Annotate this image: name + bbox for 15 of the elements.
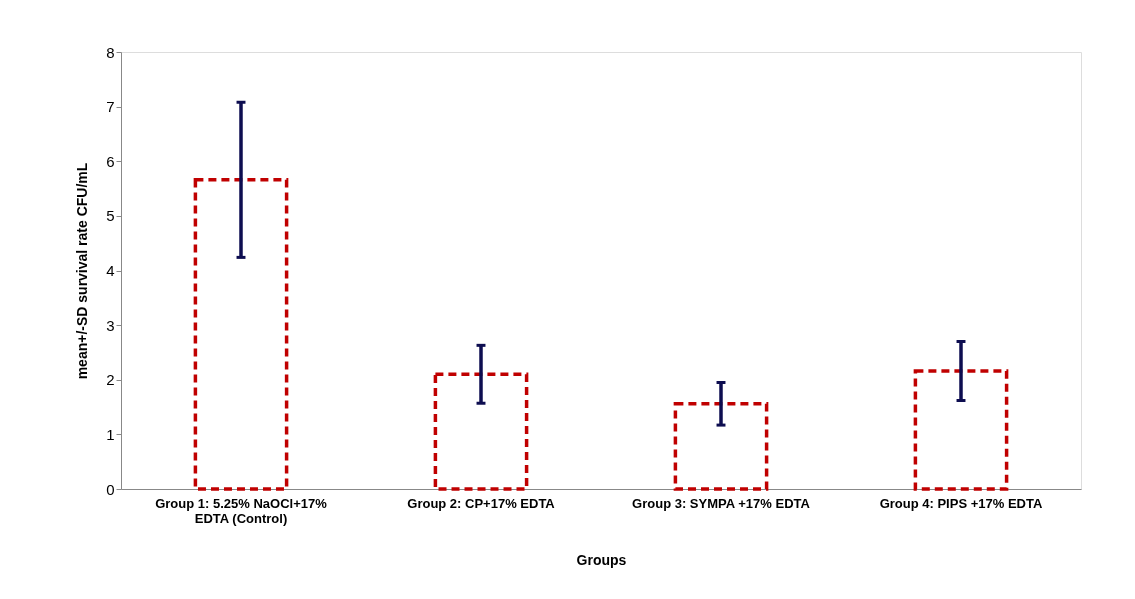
y-tick-label: 7 (106, 98, 115, 116)
y-tick-label: 5 (106, 207, 115, 225)
y-tick-label: 4 (106, 262, 115, 279)
y-tick-label: 8 (106, 43, 115, 61)
x-tick-label: Group 1: 5.25% NaOCl+17% EDTA (Control) (155, 495, 328, 526)
x-tick-label: Group 4: PIPS +17% EDTA (879, 495, 1043, 511)
x-tick-label: Group 2: CP+17% EDTA (407, 495, 556, 511)
x-axis-title: Groups (576, 551, 627, 568)
y-tick-label: 0 (106, 480, 115, 498)
x-tick-label: Group 3: SYMPA +17% EDTA (632, 495, 811, 511)
y-tick-label: 1 (106, 425, 115, 443)
y-axis-title: mean+/-SD survival rate CFU/mL (74, 162, 91, 380)
y-tick-label: 2 (106, 371, 115, 389)
y-tick-label: 3 (106, 316, 115, 334)
y-tick-label: 6 (106, 152, 115, 170)
